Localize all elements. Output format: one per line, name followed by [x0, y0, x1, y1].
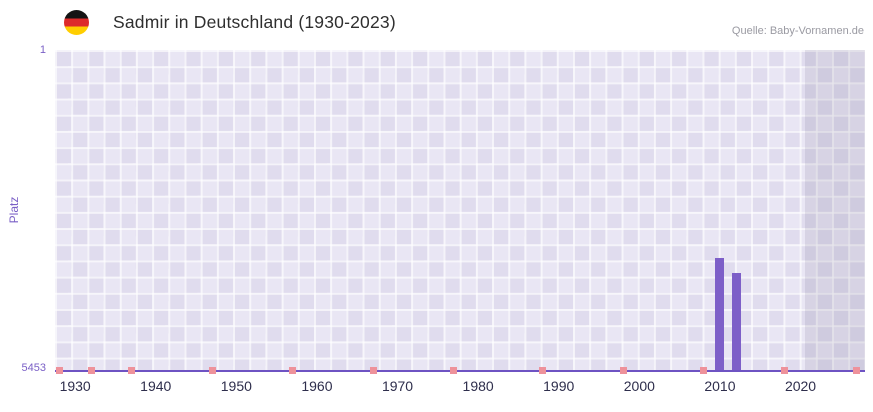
germany-flag-icon: [64, 10, 89, 35]
bar-2010[interactable]: [715, 258, 725, 370]
y-tick-label-min: 5453: [21, 362, 46, 374]
y-tick-label-max: 1: [39, 44, 46, 56]
axis-mark-2027: [853, 367, 861, 374]
axis-mark-1937: [128, 367, 136, 374]
axis-mark-1957: [289, 367, 297, 374]
x-tick-label-1950: 1950: [220, 378, 252, 394]
bar-2012[interactable]: [731, 272, 741, 370]
x-tick-label-1930: 1930: [59, 378, 91, 394]
source-attribution: Quelle: Baby-Vornamen.de: [731, 25, 864, 37]
axis-mark-1988: [539, 367, 547, 374]
axis-mark-2008: [700, 367, 708, 374]
chart-title: Sadmir in Deutschland (1930-2023): [113, 12, 396, 32]
x-tick-label-2020: 2020: [784, 378, 817, 394]
plot-area: [55, 50, 865, 374]
x-tick-label-1980: 1980: [462, 378, 494, 394]
axis-mark-1998: [619, 367, 627, 374]
axis-mark-1977: [450, 367, 458, 374]
axis-mark-1967: [369, 367, 377, 374]
axis-mark-1928: [55, 367, 63, 374]
axis-mark-2018: [780, 367, 788, 374]
recent-years-shade: [804, 50, 865, 370]
axis-mark-1932: [87, 367, 95, 374]
x-tick-label-1940: 1940: [140, 378, 172, 394]
x-tick-label-2010: 2010: [704, 378, 736, 394]
x-tick-label-1960: 1960: [301, 378, 333, 394]
y-axis-title: Platz: [7, 196, 21, 224]
axis-mark-1947: [208, 367, 216, 374]
x-tick-label-2000: 2000: [623, 378, 655, 394]
x-tick-label-1990: 1990: [543, 378, 575, 394]
x-axis-line: [55, 370, 865, 372]
x-tick-label-1970: 1970: [381, 378, 414, 394]
